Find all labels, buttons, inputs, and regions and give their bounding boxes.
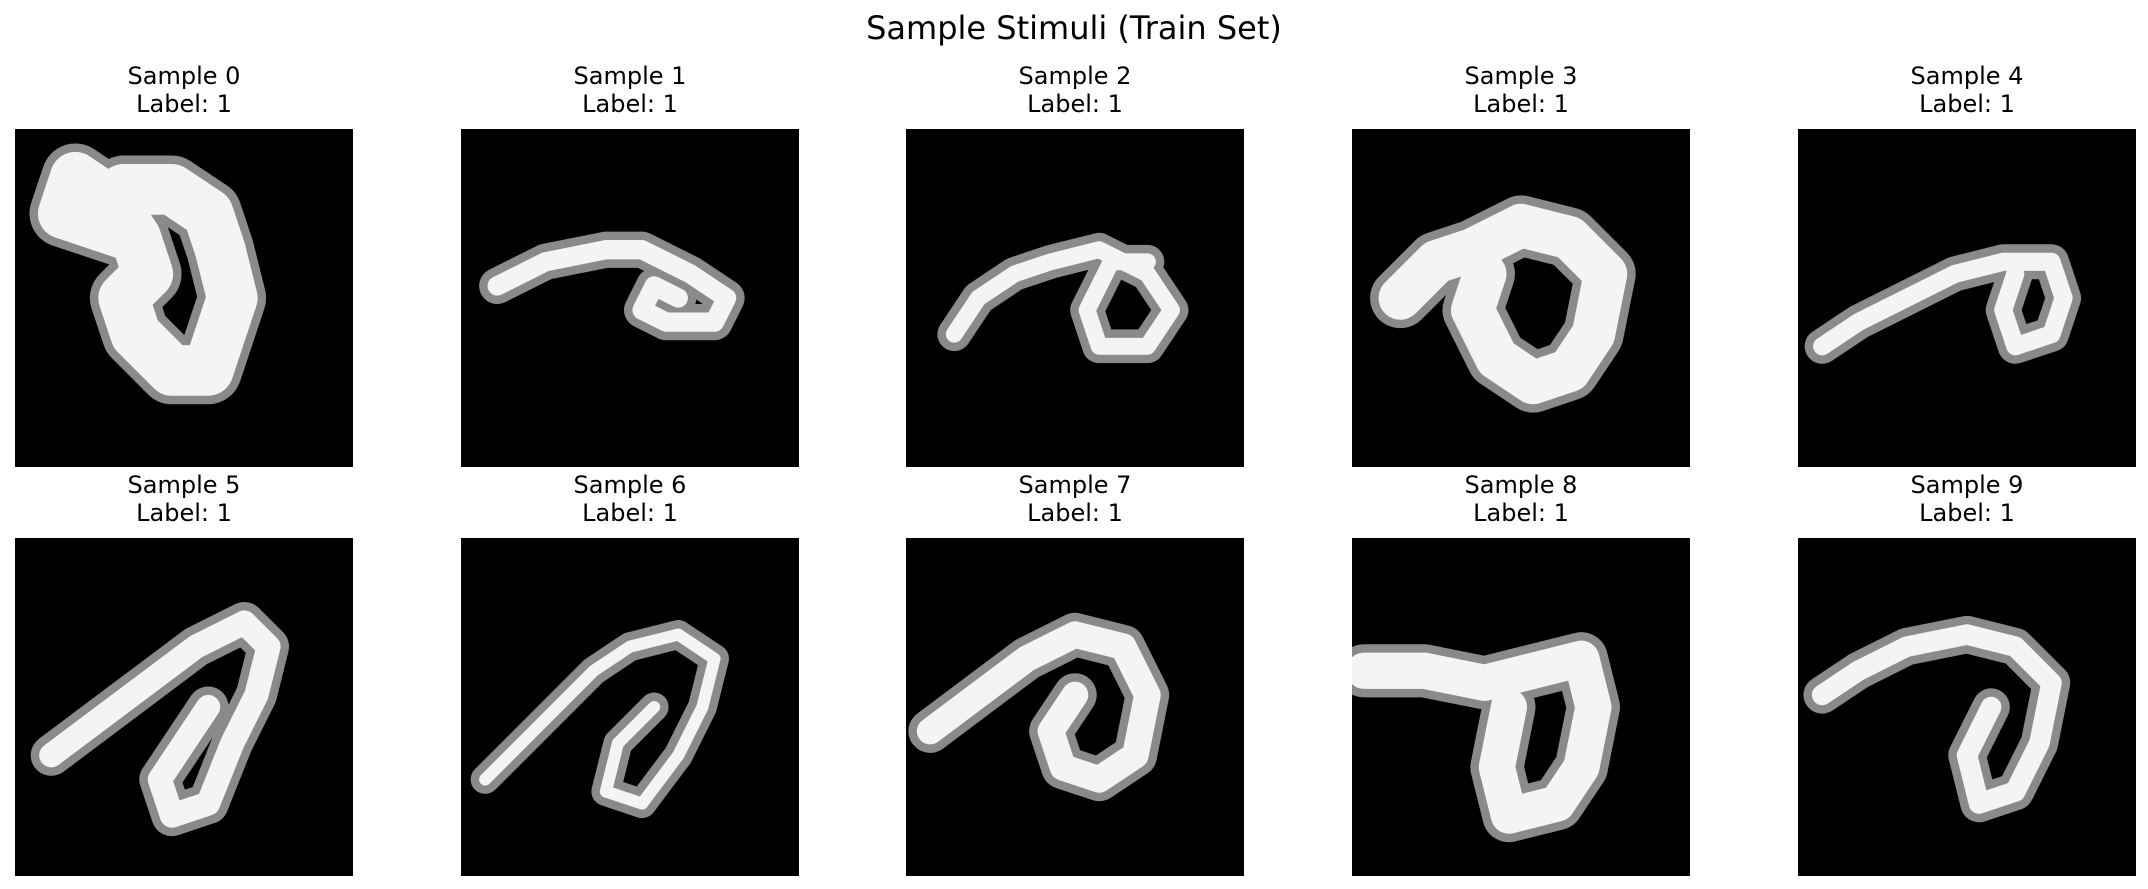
sample-label: Label: 1 xyxy=(15,90,353,118)
sample-title: Sample 8 xyxy=(1352,471,1690,499)
digit-image xyxy=(906,538,1244,876)
digit-image xyxy=(461,129,799,467)
digit-image xyxy=(1352,538,1690,876)
digit-canvas xyxy=(906,129,1244,467)
sample-title: Sample 7 xyxy=(906,471,1244,499)
image-background xyxy=(1798,129,2136,467)
sample-title: Sample 5 xyxy=(15,471,353,499)
sample-title: Sample 2 xyxy=(906,62,1244,90)
sample-label: Label: 1 xyxy=(1798,90,2136,118)
sample-label: Label: 1 xyxy=(461,499,799,527)
digit-canvas xyxy=(15,129,353,467)
sample-label: Label: 1 xyxy=(906,90,1244,118)
sample-title: Sample 1 xyxy=(461,62,799,90)
digit-canvas xyxy=(461,538,799,876)
digit-canvas xyxy=(461,129,799,467)
sample-panel: Sample 9 Label: 1 xyxy=(1798,471,2136,527)
digit-canvas xyxy=(1798,129,2136,467)
sample-panel: Sample 6 Label: 1 xyxy=(461,471,799,527)
digit-image xyxy=(461,538,799,876)
sample-title: Sample 6 xyxy=(461,471,799,499)
sample-label: Label: 1 xyxy=(906,499,1244,527)
sample-panel: Sample 0 Label: 1 xyxy=(15,62,353,118)
sample-panel: Sample 4 Label: 1 xyxy=(1798,62,2136,118)
sample-title: Sample 9 xyxy=(1798,471,2136,499)
sample-title: Sample 4 xyxy=(1798,62,2136,90)
digit-canvas xyxy=(1798,538,2136,876)
digit-canvas xyxy=(1352,129,1690,467)
image-background xyxy=(461,538,799,876)
digit-image xyxy=(906,129,1244,467)
sample-panel: Sample 7 Label: 1 xyxy=(906,471,1244,527)
image-background xyxy=(1798,538,2136,876)
figure-title: Sample Stimuli (Train Set) xyxy=(0,6,2148,50)
digit-canvas xyxy=(906,538,1244,876)
digit-image xyxy=(1798,538,2136,876)
sample-panel: Sample 8 Label: 1 xyxy=(1352,471,1690,527)
digit-canvas xyxy=(1352,538,1690,876)
sample-panel: Sample 5 Label: 1 xyxy=(15,471,353,527)
sample-label: Label: 1 xyxy=(461,90,799,118)
digit-canvas xyxy=(15,538,353,876)
sample-label: Label: 1 xyxy=(1798,499,2136,527)
sample-title: Sample 0 xyxy=(15,62,353,90)
sample-label: Label: 1 xyxy=(1352,90,1690,118)
digit-image xyxy=(15,538,353,876)
digit-image xyxy=(1798,129,2136,467)
sample-panel: Sample 2 Label: 1 xyxy=(906,62,1244,118)
sample-panel: Sample 3 Label: 1 xyxy=(1352,62,1690,118)
sample-label: Label: 1 xyxy=(1352,499,1690,527)
sample-title: Sample 3 xyxy=(1352,62,1690,90)
digit-image xyxy=(1352,129,1690,467)
sample-label: Label: 1 xyxy=(15,499,353,527)
digit-image xyxy=(15,129,353,467)
sample-panel: Sample 1 Label: 1 xyxy=(461,62,799,118)
